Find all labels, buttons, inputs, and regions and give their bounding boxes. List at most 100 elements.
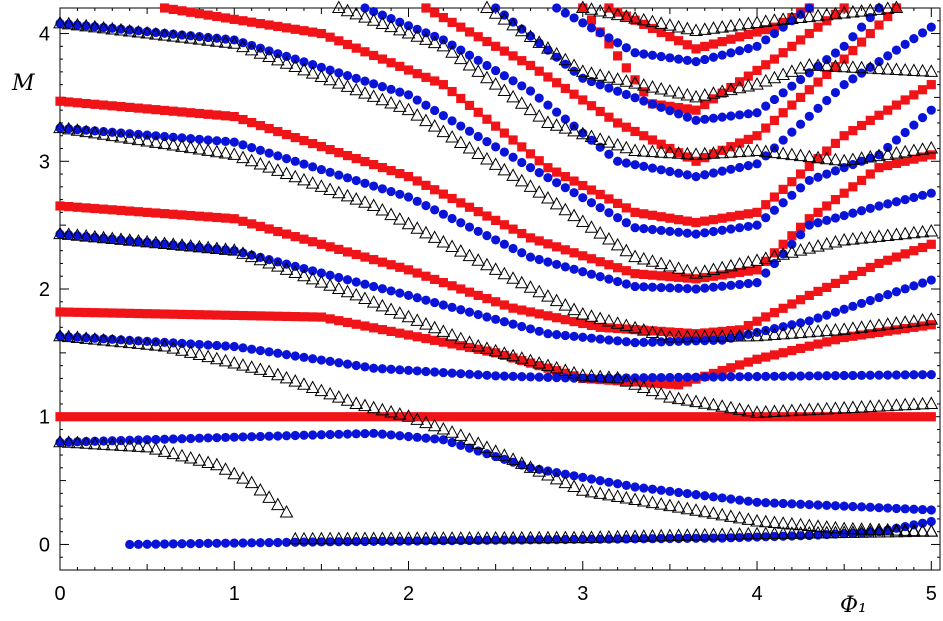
data-point-triangle <box>628 143 642 157</box>
data-point-circle <box>386 286 396 296</box>
data-point-circle <box>386 364 396 374</box>
data-point-square <box>647 270 658 280</box>
data-point-triangle <box>497 266 512 280</box>
data-point-triangle <box>706 146 721 159</box>
data-point-square <box>430 335 440 345</box>
data-point-triangle <box>488 444 503 457</box>
data-point-circle <box>447 213 457 224</box>
data-point-square <box>212 412 222 422</box>
data-point-triangle <box>349 192 364 205</box>
data-point-triangle <box>410 313 425 326</box>
data-point-triangle <box>279 56 294 69</box>
data-point-triangle <box>305 271 320 285</box>
data-point-circle <box>665 106 675 116</box>
data-point-square <box>351 412 361 422</box>
data-point-circle <box>203 538 213 549</box>
data-point-square <box>848 331 858 341</box>
data-point-triangle <box>819 520 834 533</box>
data-point-square <box>752 316 762 326</box>
data-point-circle <box>761 498 771 508</box>
data-point-circle <box>691 284 701 294</box>
data-point-square <box>883 412 893 422</box>
data-point-square <box>247 412 257 422</box>
data-point-triangle <box>419 32 433 45</box>
data-point-triangle <box>262 364 276 378</box>
data-point-square <box>578 251 588 261</box>
data-point-circle <box>177 434 187 444</box>
data-point-triangle <box>314 179 329 192</box>
data-point-circle <box>647 99 658 109</box>
data-point-circle <box>517 24 527 34</box>
data-point-triangle <box>236 246 250 259</box>
data-point-square <box>421 72 431 82</box>
data-point-square <box>264 224 274 234</box>
data-point-circle <box>308 162 318 172</box>
data-point-circle <box>473 309 483 320</box>
data-point-circle <box>334 358 344 368</box>
data-point-square <box>238 114 248 125</box>
data-point-circle <box>168 434 178 444</box>
data-point-square <box>708 39 719 49</box>
data-point-triangle <box>680 146 695 160</box>
data-point-circle <box>473 131 483 142</box>
data-point-triangle <box>392 22 407 36</box>
data-point-triangle <box>558 475 573 489</box>
data-point-circle <box>534 464 544 475</box>
data-point-triangle <box>349 531 364 545</box>
data-point-square <box>264 123 274 134</box>
data-point-triangle <box>863 522 878 535</box>
data-point-circle <box>586 198 597 208</box>
data-point-square <box>769 22 780 32</box>
data-point-square <box>917 412 928 422</box>
data-point-circle <box>229 538 239 548</box>
data-point-circle <box>682 372 692 382</box>
data-point-triangle <box>819 7 834 21</box>
data-point-circle <box>543 535 553 545</box>
data-point-triangle <box>697 146 712 160</box>
data-point-triangle <box>898 62 912 76</box>
data-point-circle <box>151 539 161 549</box>
data-point-triangle <box>523 29 538 43</box>
data-point-square <box>830 9 841 19</box>
data-point-triangle <box>802 324 817 338</box>
data-point-square <box>369 255 379 265</box>
data-point-circle <box>621 337 631 347</box>
data-point-circle <box>560 59 570 69</box>
data-point-circle <box>264 148 274 158</box>
data-point-triangle <box>297 531 311 545</box>
data-point-circle <box>534 168 544 178</box>
data-point-circle <box>674 283 684 293</box>
data-point-circle <box>403 21 414 31</box>
data-point-circle <box>273 348 283 358</box>
data-point-circle <box>316 355 326 365</box>
data-point-square <box>578 95 588 105</box>
data-point-square <box>395 262 405 272</box>
data-point-circle <box>534 535 544 545</box>
data-point-square <box>674 36 684 46</box>
data-point-circle <box>761 35 771 45</box>
data-point-triangle <box>628 76 642 89</box>
data-point-square <box>813 207 823 217</box>
data-point-circle <box>604 149 614 159</box>
data-point-circle <box>769 498 780 508</box>
data-point-triangle <box>575 368 590 381</box>
data-point-circle <box>630 223 640 233</box>
data-point-square <box>386 326 396 337</box>
data-point-square <box>691 274 701 284</box>
data-point-triangle <box>854 320 869 333</box>
data-point-circle <box>804 316 814 326</box>
data-point-square <box>159 3 170 13</box>
data-point-triangle <box>907 314 921 327</box>
data-point-square <box>717 88 727 98</box>
data-point-square <box>72 307 83 317</box>
data-point-circle <box>569 13 579 23</box>
data-point-square <box>883 326 893 336</box>
data-point-square <box>665 412 675 422</box>
data-point-circle <box>717 225 727 235</box>
data-point-square <box>639 209 649 219</box>
data-point-circle <box>525 252 536 262</box>
data-point-triangle <box>697 396 712 409</box>
data-point-circle <box>883 199 893 209</box>
y-tick-label: 0 <box>39 534 50 556</box>
data-point-triangle <box>776 404 791 417</box>
